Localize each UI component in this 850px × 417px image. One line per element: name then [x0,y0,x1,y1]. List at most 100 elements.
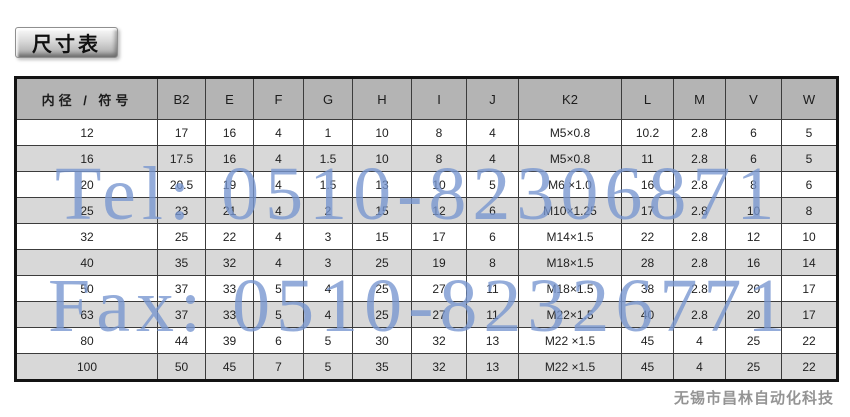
table-cell: 4 [253,171,304,198]
table-cell: 6 [466,223,519,250]
table-cell: 63 [15,301,158,328]
table-cell: 30 [352,327,412,354]
table-cell: 3 [303,223,353,250]
table-row: 80 44 39 6 5 30 32 13 M22 ×1.5 45 4 25 22 [15,327,838,354]
table-cell: 10 [352,119,412,146]
header-cell: B2 [157,77,206,120]
table-cell: 1.5 [303,145,353,172]
table-cell: 17 [781,275,838,302]
table-cell: 45 [621,353,674,381]
table-cell: 16 [205,145,254,172]
table-cell: 4 [253,223,304,250]
table-cell: 50 [15,275,158,302]
table-cell: 16 [725,249,782,276]
table-cell: 25 [15,197,158,224]
table-cell: 7 [253,353,304,381]
table-cell: 100 [15,353,158,381]
table-cell: 21 [205,197,254,224]
table-cell: 5 [303,327,353,354]
table-cell: 28 [621,249,674,276]
table-cell: 15 [352,197,412,224]
table-cell: 25 [352,249,412,276]
table-cell: 13 [466,327,519,354]
header-cell: M [673,77,726,120]
table-cell: 6 [253,327,304,354]
table-cell: 32 [411,327,467,354]
table-cell: M22 ×1.5 [518,327,622,354]
table-cell: 16 [205,119,254,146]
table-cell: 35 [157,249,206,276]
table-cell: 4 [253,197,304,224]
table-cell: 19 [411,249,467,276]
header-row: 内径 / 符号 B2 E F G H I J K2 L M V W [15,77,838,120]
table-cell: 2.8 [673,197,726,224]
header-cell: V [725,77,782,120]
table-cell: 4 [303,301,353,328]
table-cell: 22 [205,223,254,250]
table-cell: 32 [15,223,158,250]
table-cell: 13 [352,171,412,198]
table-cell: M6 ×1.0 [518,171,622,198]
table-cell: 2.8 [673,119,726,146]
table-cell: 32 [205,249,254,276]
table-cell: M5×0.8 [518,119,622,146]
table-cell: M10×1.25 [518,197,622,224]
table-cell: M5×0.8 [518,145,622,172]
table-cell: 5 [466,171,519,198]
table-cell: 5 [781,119,838,146]
table-cell: 20.5 [157,171,206,198]
table-cell: 8 [781,197,838,224]
table-cell: 25 [352,301,412,328]
table-cell: 10 [725,197,782,224]
table-cell: 4 [466,119,519,146]
table-cell: 25 [725,353,782,381]
table-cell: 20 [15,171,158,198]
table-cell: 80 [15,327,158,354]
table-cell: 33 [205,275,254,302]
table-cell: 50 [157,353,206,381]
table-row: 32 25 22 4 3 15 17 6 M14×1.5 22 2.8 12 10 [15,223,838,250]
table-row: 16 17.5 16 4 1.5 10 8 4 M5×0.8 11 2.8 6 5 [15,145,838,172]
table-cell: 27 [411,275,467,302]
table-cell: 2.8 [673,171,726,198]
header-cell: J [466,77,519,120]
table-cell: 10 [352,145,412,172]
page-title: 尺寸表 [15,27,118,58]
table-cell: 25 [157,223,206,250]
watermark-company: 无锡市昌林自动化科技 [673,390,834,407]
table-cell: 2.8 [673,249,726,276]
table-cell: 8 [411,145,467,172]
table-cell: 11 [466,275,519,302]
table-cell: 2.8 [673,275,726,302]
table-cell: 12 [411,197,467,224]
table-row: 12 17 16 4 1 10 8 4 M5×0.8 10.2 2.8 6 5 [15,119,838,146]
dimension-table: 内径 / 符号 B2 E F G H I J K2 L M V W 12 17 16 4 1 10 8 4 M5×0.8… [14,76,839,382]
table-cell: 23 [157,197,206,224]
table-cell: 25 [352,275,412,302]
table-cell: 11 [466,301,519,328]
table-cell: 1 [303,119,353,146]
table-cell: 4 [253,249,304,276]
header-cell: 内径 / 符号 [15,77,158,120]
table-cell: 37 [157,275,206,302]
table-cell: 8 [725,171,782,198]
table-cell: 44 [157,327,206,354]
table-cell: M22×1.5 [518,301,622,328]
page-title-label: 尺寸表 [32,34,101,56]
table-cell: 1.5 [303,171,353,198]
table-row: 50 37 33 5 4 25 27 11 M18×1.5 38 2.8 20 17 [15,275,838,302]
table-cell: 25 [725,327,782,354]
table-cell: 20 [725,301,782,328]
table-cell: 12 [725,223,782,250]
table-cell: M22 ×1.5 [518,353,622,381]
table-row: 40 35 32 4 3 25 19 8 M18×1.5 28 2.8 16 14 [15,249,838,276]
table-cell: 12 [15,119,158,146]
header-cell: F [253,77,304,120]
table-cell: M14×1.5 [518,223,622,250]
table-row: 100 50 45 7 5 35 32 13 M22 ×1.5 45 4 25 22 [15,353,838,381]
table-cell: 17 [621,197,674,224]
table-cell: 4 [673,327,726,354]
table-cell: 6 [725,119,782,146]
header-cell: L [621,77,674,120]
table-cell: 16 [15,145,158,172]
